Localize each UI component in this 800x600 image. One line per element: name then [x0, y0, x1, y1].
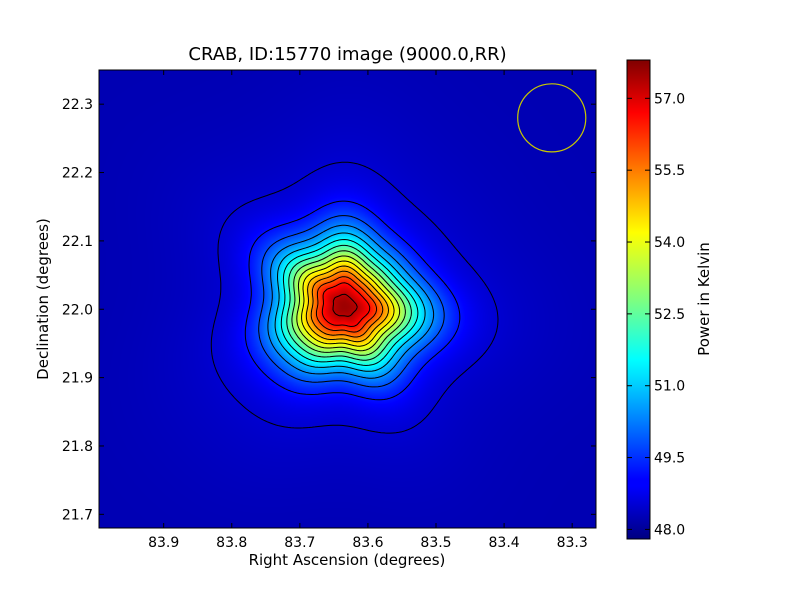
contour-line: [305, 265, 389, 343]
contour-line: [301, 260, 395, 347]
contour-line: [274, 232, 426, 372]
y-tick-label: 21.8: [62, 439, 93, 455]
contour-lines: [210, 161, 499, 434]
x-tick-label: 83.6: [352, 535, 383, 551]
contour-line: [267, 224, 435, 379]
heatmap-image: [99, 70, 596, 528]
x-axis: 83.9 83.8 83.7 83.6 83.5 83.4 83.3: [148, 70, 588, 551]
y-tick-label: 21.9: [62, 371, 93, 387]
colorbar-tick-label: 57.0: [654, 91, 685, 107]
contour-line: [315, 276, 378, 333]
colorbar-axis: 57.0 55.5 54.0 52.5 51.0 49.5 48.0: [627, 91, 685, 538]
colorbar: [626, 59, 651, 540]
y-tick-label: 22.0: [62, 302, 93, 318]
x-tick-label: 83.5: [420, 535, 451, 551]
x-tick-label: 83.4: [489, 535, 520, 551]
colorbar-tick-label: 51.0: [654, 379, 685, 395]
contour-line: [244, 200, 461, 401]
colorbar-tick-label: 52.5: [654, 307, 685, 323]
y-tick-label: 22.3: [62, 97, 93, 113]
colorbar-tick-label: 55.5: [654, 163, 685, 179]
contour-line: [332, 293, 358, 317]
colorbar-label: Power in Kelvin: [695, 242, 713, 356]
x-axis-label: Right Ascension (degrees): [249, 551, 446, 569]
x-tick-label: 83.7: [284, 535, 315, 551]
x-tick-label: 83.3: [557, 535, 588, 551]
contour-line: [296, 255, 401, 352]
colorbar-tick-label: 49.5: [654, 451, 685, 467]
beam-circle: [517, 83, 587, 153]
colorbar-tick-label: 54.0: [654, 235, 685, 251]
y-tick-label: 22.1: [62, 234, 93, 250]
contour-line: [286, 244, 412, 361]
contour-line: [291, 250, 406, 356]
plot-frame: [98, 69, 597, 529]
contour-line: [258, 215, 445, 388]
contour-line: [280, 239, 419, 366]
y-tick-label: 21.7: [62, 507, 93, 523]
y-axis: 22.3 22.2 22.1 22.0 21.9 21.8 21.7: [62, 97, 596, 523]
x-tick-label: 83.8: [216, 535, 247, 551]
chart-title: CRAB, ID:15770 image (9000.0,RR): [188, 44, 507, 65]
y-tick-label: 22.2: [62, 166, 93, 182]
y-axis-label: Declination (degrees): [34, 218, 52, 380]
contour-line: [210, 161, 499, 434]
colorbar-tick-label: 48.0: [654, 522, 685, 538]
contour-line: [321, 282, 371, 327]
contour-line: [310, 270, 384, 338]
x-tick-label: 83.9: [148, 535, 179, 551]
